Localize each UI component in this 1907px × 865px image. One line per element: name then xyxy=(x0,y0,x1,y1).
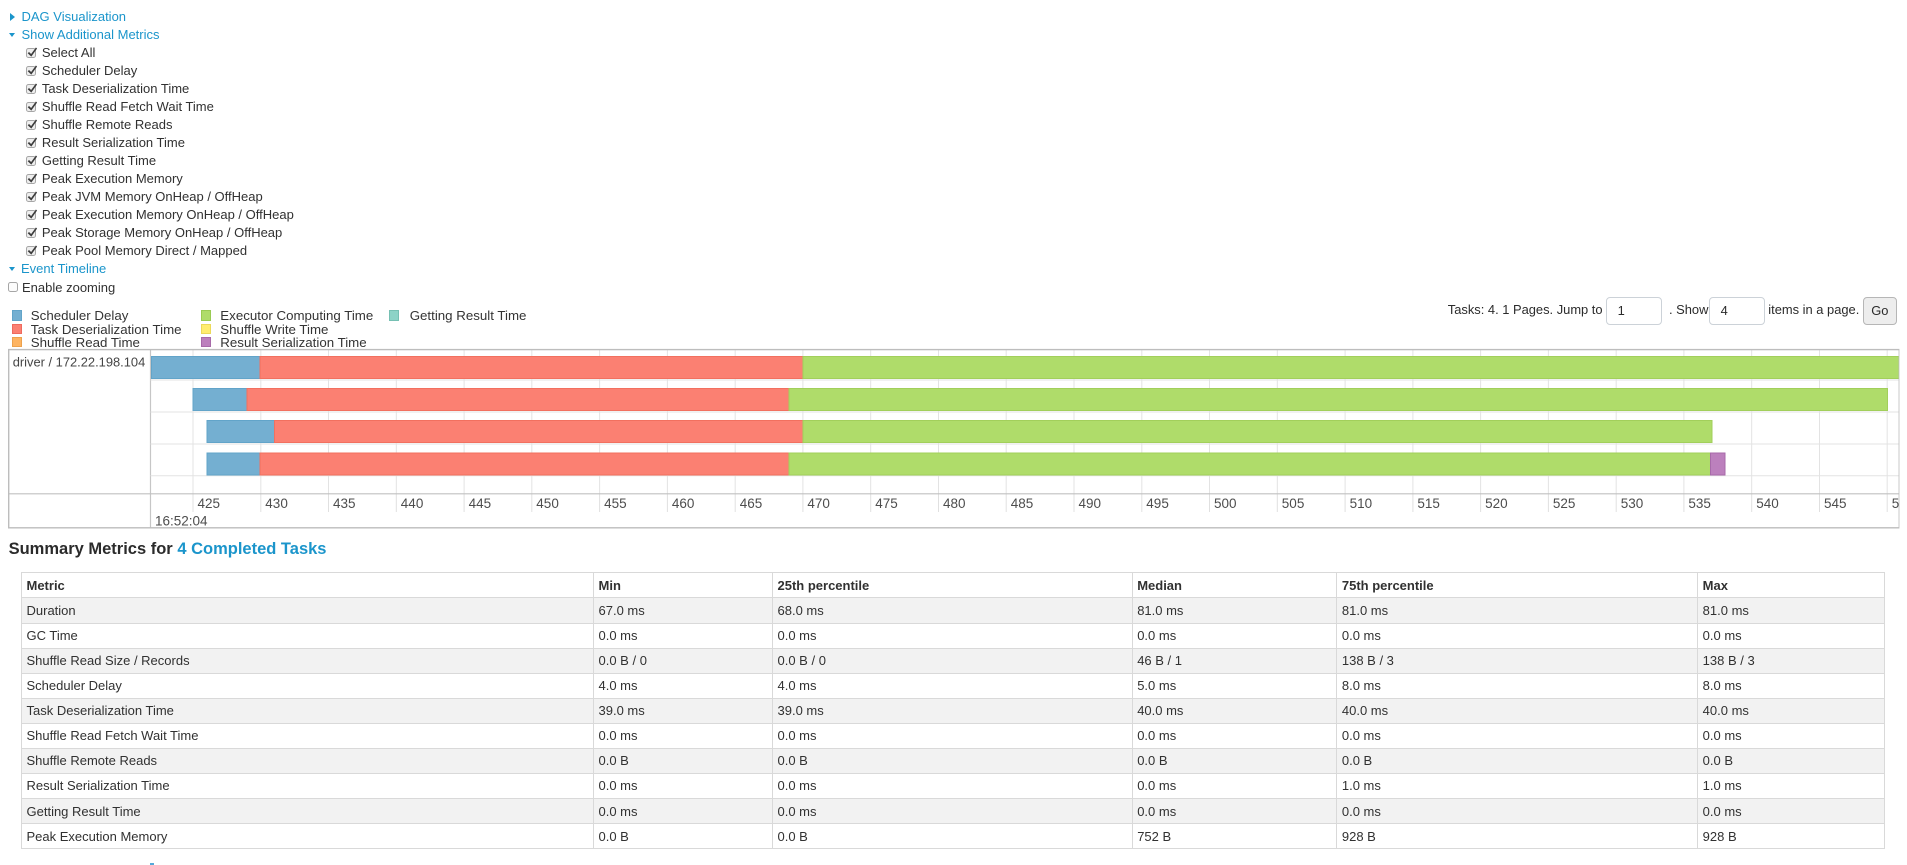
svg-text:505: 505 xyxy=(1282,496,1305,511)
svg-text:440: 440 xyxy=(401,496,424,511)
svg-text:530: 530 xyxy=(1621,496,1644,511)
svg-text:510: 510 xyxy=(1350,496,1373,511)
svg-text:430: 430 xyxy=(265,496,288,511)
svg-text:520: 520 xyxy=(1485,496,1508,511)
svg-text:545: 545 xyxy=(1824,496,1847,511)
svg-text:480: 480 xyxy=(943,496,966,511)
svg-text:515: 515 xyxy=(1417,496,1440,511)
svg-text:535: 535 xyxy=(1688,496,1711,511)
svg-text:465: 465 xyxy=(740,496,763,511)
svg-text:470: 470 xyxy=(807,496,830,511)
svg-text:475: 475 xyxy=(875,496,898,511)
svg-text:450: 450 xyxy=(536,496,559,511)
svg-text:490: 490 xyxy=(1079,496,1102,511)
svg-text:16:52:04: 16:52:04 xyxy=(155,513,208,528)
svg-text:525: 525 xyxy=(1553,496,1576,511)
svg-text:445: 445 xyxy=(469,496,492,511)
svg-text:425: 425 xyxy=(198,496,221,511)
svg-text:540: 540 xyxy=(1756,496,1779,511)
svg-text:500: 500 xyxy=(1214,496,1237,511)
svg-text:driver / 172.22.198.104: driver / 172.22.198.104 xyxy=(13,354,146,369)
svg-text:435: 435 xyxy=(333,496,356,511)
svg-text:460: 460 xyxy=(672,496,695,511)
svg-text:495: 495 xyxy=(1146,496,1169,511)
svg-text:455: 455 xyxy=(604,496,627,511)
svg-text:485: 485 xyxy=(1011,496,1034,511)
